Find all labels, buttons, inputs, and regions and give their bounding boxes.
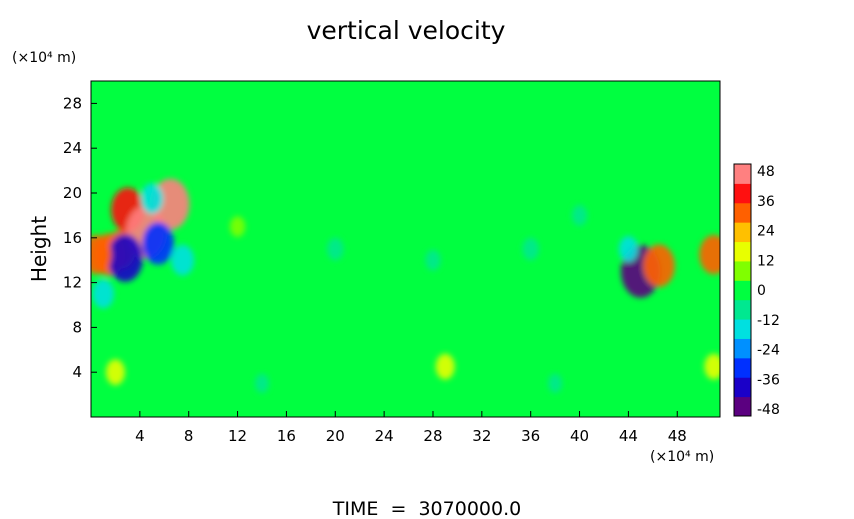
chart-title: vertical velocity (307, 16, 506, 45)
y-tick-label: 24 (63, 139, 82, 157)
y-tick-label: 16 (63, 229, 82, 247)
x-tick-label: 48 (668, 427, 687, 445)
heatmap-cell (571, 205, 588, 226)
heatmap-cell (548, 373, 563, 393)
x-tick-label: 28 (423, 427, 442, 445)
heatmap-cell (92, 279, 114, 309)
colorbar-segment (734, 241, 751, 262)
y-tick-label: 28 (63, 94, 82, 112)
heatmap-cell (327, 237, 344, 261)
x-tick-label: 4 (135, 427, 145, 445)
heatmap-cell (704, 353, 720, 380)
heatmap-cell (107, 234, 143, 282)
heatmap-cell (699, 235, 720, 275)
time-footer: TIME = 3070000.0 (332, 498, 521, 519)
y-tick-label: 20 (63, 184, 82, 202)
x-tick-label: 32 (472, 427, 491, 445)
heatmap-cell (435, 353, 455, 380)
heatmap-cell (522, 237, 539, 261)
plot-frame (90, 80, 721, 418)
colorbar-tick-label: 48 (757, 164, 775, 180)
colorbar-tick-label: -12 (757, 313, 780, 329)
x-tick-label: 20 (326, 427, 345, 445)
x-tick-label: 12 (228, 427, 247, 445)
colorbar-tick-label: 24 (757, 224, 775, 240)
y-tick-label: 4 (72, 363, 82, 381)
colorbar-tick-label: -24 (757, 343, 780, 359)
y-unit-label: (×10⁴ m) (12, 50, 76, 66)
colorbar-tick-label: 0 (757, 283, 766, 299)
y-tick-label: 12 (63, 274, 82, 292)
colorbar-tick-label: 36 (757, 194, 775, 210)
colorbar-segment (734, 183, 751, 204)
x-unit-label: (×10⁴ m) (650, 449, 714, 465)
heatmap-cell (171, 244, 195, 276)
heatmap-cell (255, 373, 269, 393)
colorbar-segment (734, 222, 751, 243)
colorbar-tick-label: -48 (757, 402, 780, 418)
x-axis: 4 8 12 16 20 24 28 32 36 40 44 48 (135, 411, 687, 445)
y-tick-label: 8 (72, 318, 82, 336)
colorbar-segment (734, 299, 751, 320)
heatmap-cell (142, 222, 175, 265)
heatmap-cell (91, 235, 112, 275)
colorbar-tick-label: -36 (757, 372, 780, 388)
heatmap-cell (425, 249, 441, 271)
x-tick-label: 44 (619, 427, 638, 445)
heatmap-cell (140, 183, 164, 215)
colorbar: 48 36 24 12 0 -12 -24 -36 -48 (733, 163, 780, 418)
x-tick-label: 40 (570, 427, 589, 445)
x-tick-label: 16 (277, 427, 296, 445)
colorbar-segment (734, 319, 751, 339)
heatmap-cell (643, 244, 675, 288)
x-tick-label: 24 (375, 427, 394, 445)
colorbar-segment (734, 377, 751, 398)
colorbar-segment (734, 202, 751, 223)
colorbar-segment (734, 357, 751, 378)
heatmap-cell (230, 216, 246, 237)
plot-area (91, 81, 720, 417)
heatmap-features (91, 178, 720, 393)
heatmap-cell (618, 236, 638, 262)
colorbar-segment (734, 280, 751, 301)
x-tick-label: 8 (184, 427, 194, 445)
x-tick-label: 36 (521, 427, 540, 445)
colorbar-segment (734, 164, 751, 184)
colorbar-frame (733, 163, 752, 417)
colorbar-segment (734, 396, 751, 417)
colorbar-segment (734, 260, 751, 281)
plot-background (91, 81, 720, 417)
y-axis-label: Height (27, 216, 51, 282)
colorbar-segment (734, 338, 751, 359)
heatmap-cell (105, 359, 125, 386)
y-axis: 4 8 12 16 20 24 28 (63, 94, 97, 381)
colorbar-tick-label: 12 (757, 253, 775, 269)
